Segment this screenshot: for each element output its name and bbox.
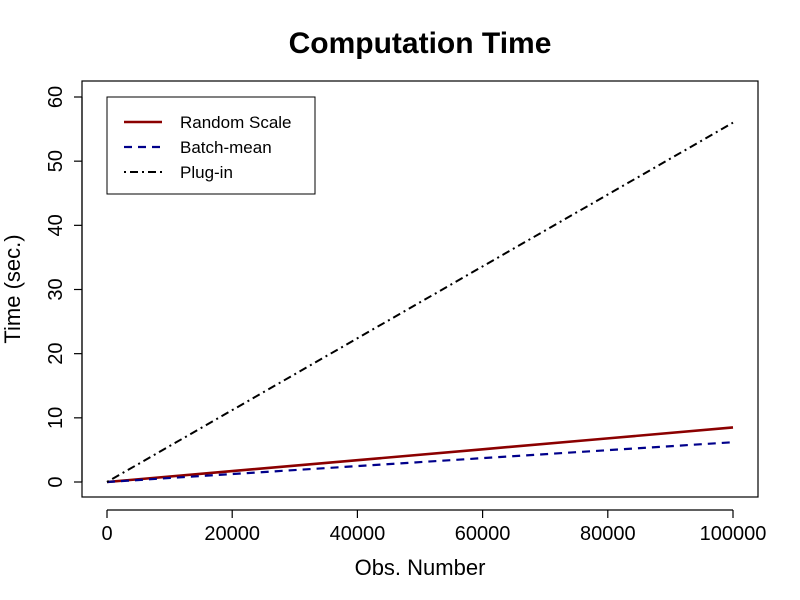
series-layer bbox=[106, 121, 734, 484]
legend-frame bbox=[106, 96, 316, 195]
series-line-2 bbox=[106, 441, 734, 484]
series-line-1 bbox=[106, 426, 734, 484]
y-tick-label: 50 bbox=[45, 150, 67, 172]
legend-label-1: Random Scale bbox=[180, 113, 292, 132]
x-axis: 0 20000 40000 60000 80000 100000 bbox=[101, 509, 767, 545]
y-tick-label: 10 bbox=[45, 407, 67, 429]
y-axis-label: Time (sec.) bbox=[0, 234, 25, 343]
x-tick-label: 20000 bbox=[204, 523, 260, 545]
x-tick-label: 40000 bbox=[330, 523, 386, 545]
chart-title: Computation Time bbox=[289, 27, 552, 60]
x-axis-label: Obs. Number bbox=[355, 555, 486, 580]
x-tick-label: 100000 bbox=[700, 523, 767, 545]
y-tick-label: 30 bbox=[45, 278, 67, 300]
y-axis: 0 10 20 30 40 50 60 bbox=[45, 86, 83, 488]
y-tick-label: 60 bbox=[45, 86, 67, 108]
y-tick-label: 0 bbox=[45, 476, 67, 487]
x-tick-label: 80000 bbox=[580, 523, 636, 545]
legend-label-3: Plug-in bbox=[180, 163, 233, 182]
x-tick-label: 60000 bbox=[455, 523, 511, 545]
y-tick-label: 40 bbox=[45, 214, 67, 236]
legend-label-2: Batch-mean bbox=[180, 138, 272, 157]
x-tick-label: 0 bbox=[101, 523, 112, 545]
legend: Random Scale Batch-mean Plug-in bbox=[106, 96, 316, 195]
y-tick-label: 20 bbox=[45, 343, 67, 365]
series-line-3 bbox=[106, 121, 734, 483]
